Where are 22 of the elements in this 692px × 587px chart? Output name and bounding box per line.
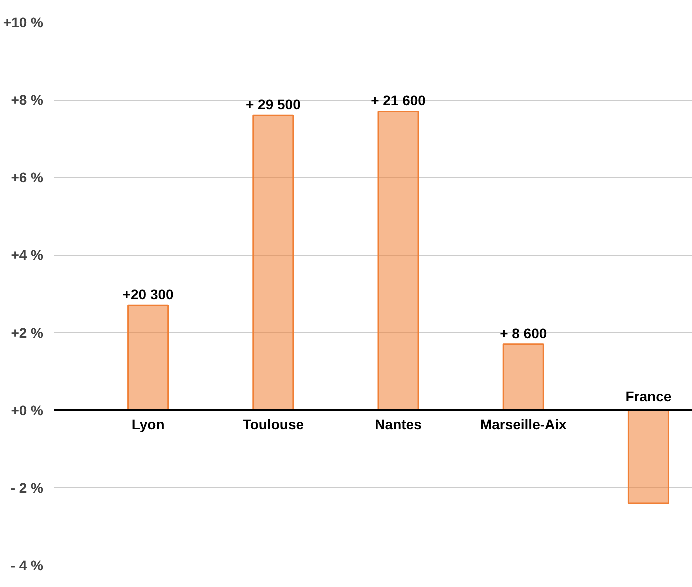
- bar: [378, 110, 420, 412]
- annotation: +20 300: [122, 286, 174, 303]
- y-tick-label: +6 %: [11, 170, 44, 186]
- y-tick-label: +10 %: [3, 14, 44, 30]
- x-tick-label: Toulouse: [242, 416, 304, 432]
- x-tick-label: France: [626, 388, 672, 404]
- bar: [628, 410, 670, 504]
- x-tick-label: Lyon: [132, 416, 165, 432]
- y-tick-label: - 4 %: [10, 558, 44, 574]
- y-tick-label: +2 %: [11, 324, 44, 341]
- bar: [252, 114, 294, 412]
- bar: [502, 344, 544, 412]
- y-tick-label: +0 %: [11, 402, 44, 418]
- annotation: + 29 500: [246, 96, 302, 113]
- x-tick-label: Marseille-Aix: [480, 416, 568, 432]
- y-tick-label: +4 %: [11, 247, 44, 264]
- annotation: + 21 600: [371, 92, 426, 109]
- x-tick-label: Nantes: [375, 416, 422, 432]
- y-tick-label: - 2 %: [10, 480, 44, 496]
- annotation: + 8 600: [500, 325, 548, 342]
- y-tick-label: +8 %: [11, 92, 44, 108]
- bar: [128, 304, 170, 412]
